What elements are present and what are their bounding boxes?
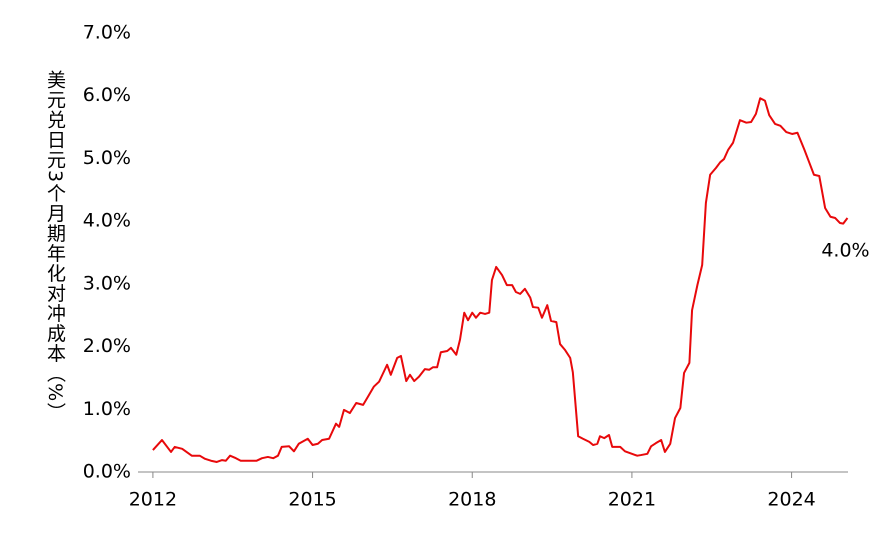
y-tick-label: 7.0% bbox=[83, 22, 131, 44]
x-tick-label: 2015 bbox=[288, 489, 336, 511]
y-axis-label: 美元兑日元3个月期年化对冲成本（%） bbox=[44, 70, 66, 422]
y-tick-label: 2.0% bbox=[83, 335, 131, 357]
y-tick-label: 0.0% bbox=[83, 461, 131, 483]
line-series bbox=[152, 97, 849, 463]
y-tick-label: 6.0% bbox=[83, 84, 131, 106]
y-tick-label: 4.0% bbox=[83, 210, 131, 232]
x-tick-label: 2018 bbox=[448, 489, 496, 511]
y-tick-label: 5.0% bbox=[83, 147, 131, 169]
x-tick-label: 2021 bbox=[608, 489, 656, 511]
end-label: 4.0% bbox=[821, 240, 869, 262]
y-tick-label: 3.0% bbox=[83, 272, 131, 294]
y-tick-label: 1.0% bbox=[83, 398, 131, 420]
x-tick-label: 2012 bbox=[129, 489, 177, 511]
x-tick-label: 2024 bbox=[767, 489, 815, 511]
